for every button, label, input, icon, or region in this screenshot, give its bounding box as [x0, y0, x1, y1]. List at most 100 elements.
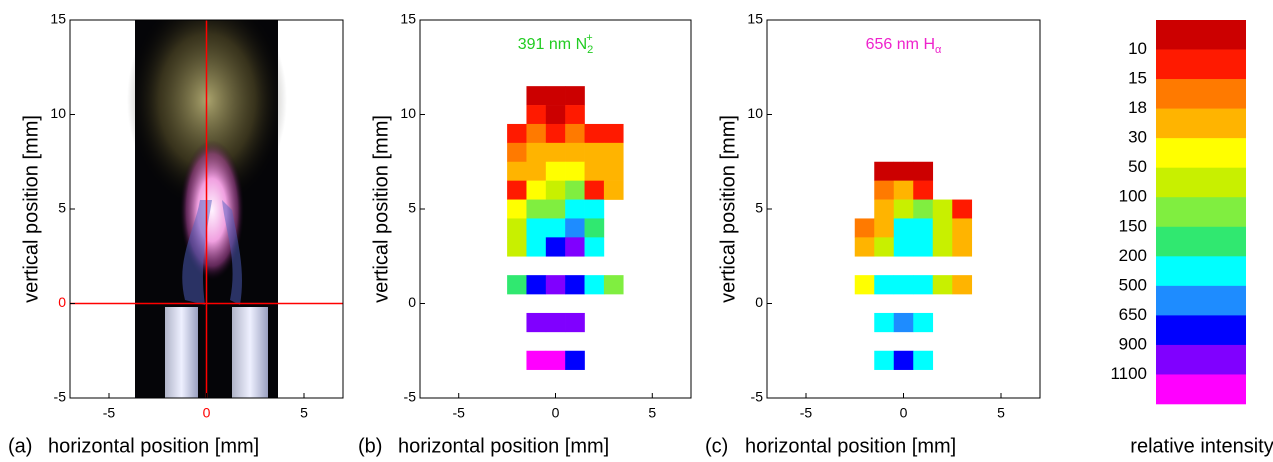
colorbar-swatch: [1156, 79, 1246, 109]
heatmap-cell: [584, 275, 605, 295]
heatmap-cell: [603, 142, 624, 163]
heatmap-cell: [913, 237, 934, 257]
x-tick-label: -5: [800, 405, 813, 421]
y-axis-label: vertical position [mm]: [20, 115, 42, 303]
heatmap-cell: [584, 237, 605, 257]
title-text: 391 nm N: [518, 36, 587, 53]
heatmap-cell: [565, 86, 585, 106]
heatmap-cell: [545, 218, 566, 238]
x-axis-label: horizontal position [mm]: [398, 435, 609, 457]
heatmap-cell: [565, 275, 585, 295]
x-tick-label: -5: [452, 405, 465, 421]
heatmap-cell: [874, 275, 895, 295]
heatmap-cell: [507, 275, 527, 295]
heatmap-cell: [545, 312, 566, 333]
heatmap-cell: [603, 275, 624, 295]
heatmap-cell: [526, 123, 547, 144]
colorbar-tick-label: 100: [1119, 187, 1147, 206]
colorbar-swatch: [1156, 49, 1246, 80]
heatmap-cell: [584, 161, 605, 181]
colorbar-swatch: [1156, 226, 1246, 257]
colorbar-tick-label: 10: [1128, 39, 1147, 58]
x-tick-label: -5: [103, 405, 116, 421]
heatmap-cell: [932, 199, 953, 219]
y-tick-label: 0: [408, 294, 416, 310]
heatmap-cell: [854, 237, 875, 257]
heatmap-cell: [913, 180, 934, 200]
panel-title: 656 nm Hα: [866, 36, 942, 56]
heatmap-cell: [526, 142, 547, 163]
heatmap-cell: [545, 180, 566, 200]
heatmap-cell: [913, 161, 934, 181]
heatmap-cell: [507, 161, 527, 181]
heatmap-cell: [584, 123, 605, 144]
y-tick-label: 15: [747, 11, 763, 27]
colorbar-tick-label: 200: [1119, 246, 1147, 265]
y-tick-label: 0: [58, 294, 66, 310]
heatmap-cell: [603, 180, 624, 200]
x-tick-label: 5: [648, 405, 656, 421]
panel-title: 391 nm N2+: [518, 32, 594, 56]
heatmap-cell: [893, 218, 914, 238]
colorbar-swatch: [1156, 197, 1246, 228]
heatmap-cell: [932, 275, 953, 295]
heatmap-cell: [526, 105, 547, 125]
colorbar-tick-label: 650: [1119, 305, 1147, 324]
heatmap-cell: [545, 237, 566, 257]
colorbar-swatch: [1156, 285, 1246, 316]
colorbar-tick-label: 500: [1119, 275, 1147, 294]
y-tick-label: 10: [747, 105, 763, 121]
heatmap-cell: [874, 237, 895, 257]
y-tick-label: -5: [54, 389, 67, 405]
heatmap-cell: [565, 161, 585, 181]
heatmap-cell: [565, 350, 585, 370]
y-tick-label: 5: [408, 200, 416, 216]
heatmap-cell: [526, 180, 547, 200]
colorbar-tick-label: 18: [1128, 98, 1147, 117]
heatmap-cell: [932, 218, 953, 238]
heatmap-cell: [952, 275, 973, 295]
heatmap-cell: [952, 218, 973, 238]
heatmap-cell: [854, 275, 875, 295]
heatmap-cell: [893, 237, 914, 257]
colorbar-tick-label: 1100: [1110, 364, 1147, 383]
heatmap-cell: [913, 312, 934, 333]
heatmap-cell: [565, 218, 585, 238]
heatmap-cell: [545, 199, 566, 219]
colorbar-swatch: [1156, 256, 1246, 287]
heatmap-cell: [526, 350, 547, 370]
x-tick-label: 5: [997, 405, 1005, 421]
heatmap-cell: [893, 199, 914, 219]
colorbar-tick-label: 15: [1128, 69, 1147, 88]
heatmap-cell: [526, 275, 547, 295]
heatmap-cell: [913, 350, 934, 370]
colorbar-swatch: [1156, 167, 1246, 198]
x-tick-label: 0: [552, 405, 560, 421]
heatmap-cell: [603, 161, 624, 181]
title-text: 656 nm H: [866, 36, 935, 53]
colorbar-swatch: [1156, 20, 1246, 50]
x-axis-label: horizontal position [mm]: [48, 435, 259, 457]
heatmap-cell: [526, 218, 547, 238]
heatmap-cell: [893, 161, 914, 181]
heatmap-cell: [874, 218, 895, 238]
y-tick-label: 15: [400, 11, 416, 27]
heatmap-cell: [526, 161, 547, 181]
heatmap-cell: [584, 199, 605, 219]
heatmap-cell: [545, 142, 566, 163]
colorbar-tick-label: 30: [1128, 128, 1147, 147]
panel-label: (a): [8, 435, 32, 457]
colorbar-swatch: [1156, 374, 1246, 405]
y-axis-label: vertical position [mm]: [370, 115, 392, 303]
colorbar-tick-label: 900: [1119, 334, 1147, 353]
heatmap-cell: [545, 105, 566, 125]
heatmap-cell: [603, 123, 624, 144]
heatmap-cell: [874, 350, 895, 370]
heatmap-cell: [507, 123, 527, 144]
heatmap-cell: [874, 312, 895, 333]
heatmap-cell: [565, 142, 585, 163]
heatmap-cell: [565, 123, 585, 144]
heatmap-cell: [913, 199, 934, 219]
heatmap-cell: [545, 86, 566, 106]
